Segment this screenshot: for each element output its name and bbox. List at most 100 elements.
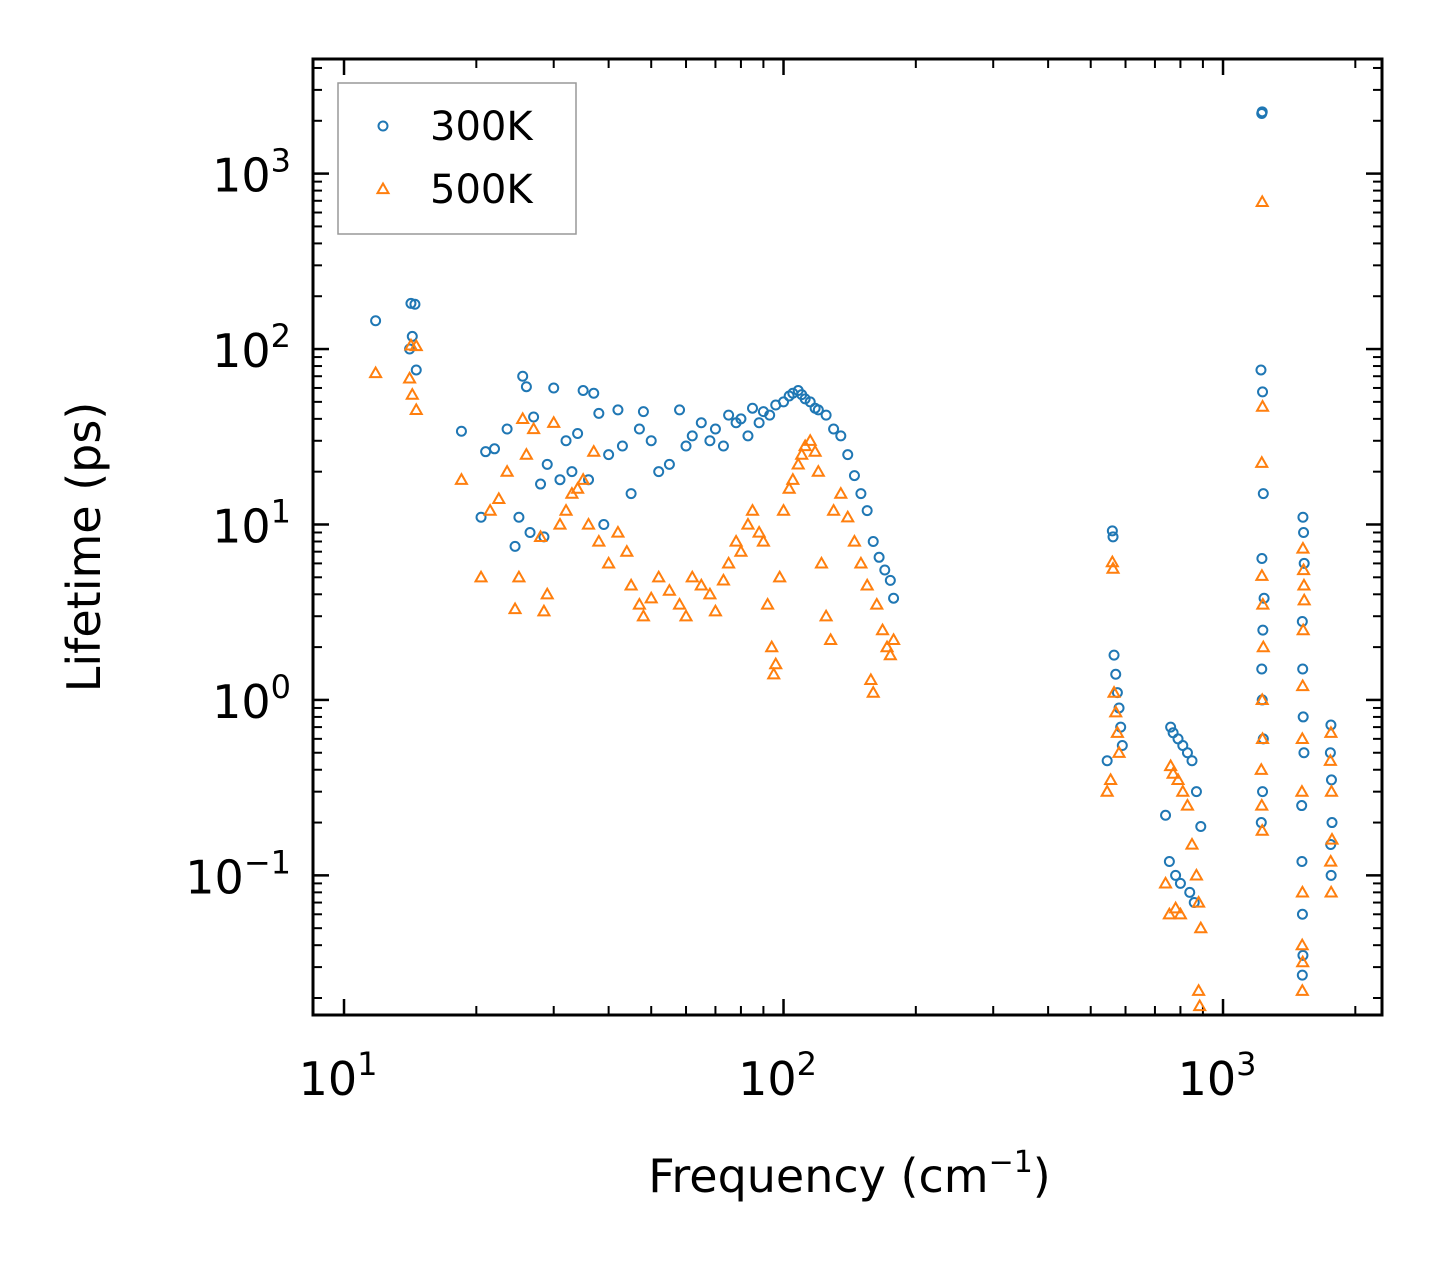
data-point <box>610 524 626 538</box>
data-point <box>1170 869 1182 881</box>
data-point <box>511 569 527 583</box>
data-point <box>533 529 548 542</box>
data-points-layer <box>368 106 1340 1012</box>
data-point <box>1254 762 1269 775</box>
data-point <box>591 533 607 547</box>
data-point <box>552 516 568 530</box>
data-point <box>702 586 718 600</box>
data-point <box>802 433 818 446</box>
data-point <box>528 411 540 423</box>
data-point <box>1257 488 1269 500</box>
data-point <box>402 370 417 384</box>
data-point <box>623 577 639 591</box>
legend-label: 300K <box>430 104 534 150</box>
data-point <box>1189 867 1204 881</box>
data-point <box>745 503 760 516</box>
data-point <box>1173 906 1188 920</box>
plot-frame <box>311 57 1384 1017</box>
data-point <box>888 592 900 604</box>
data-point <box>507 601 523 615</box>
legend-box <box>337 82 577 235</box>
data-point <box>694 577 709 591</box>
data-point <box>861 505 873 517</box>
data-point <box>685 569 700 583</box>
data-point <box>1108 649 1120 661</box>
data-point <box>723 409 735 421</box>
data-point <box>1099 784 1115 797</box>
data-point <box>742 430 754 442</box>
data-point <box>546 415 561 428</box>
data-point <box>480 446 492 458</box>
data-point <box>1254 798 1269 811</box>
data-point <box>728 533 744 547</box>
x-axis-label: Frequency (cm−1) <box>648 1145 1051 1203</box>
data-point <box>1110 668 1122 680</box>
data-point <box>482 503 498 516</box>
data-point <box>1106 525 1118 537</box>
data-point <box>501 423 513 435</box>
data-point <box>760 596 775 610</box>
data-point <box>651 569 666 583</box>
data-point <box>753 417 765 429</box>
data-point <box>1295 884 1310 898</box>
data-point <box>733 544 749 557</box>
data-point <box>1296 969 1308 981</box>
data-point <box>1255 692 1270 706</box>
data-point <box>509 540 521 552</box>
data-point <box>1324 784 1339 797</box>
data-point <box>406 330 418 342</box>
data-point <box>1297 711 1309 723</box>
x-tick-label: 101 <box>299 1045 378 1106</box>
data-point <box>721 555 736 569</box>
data-point <box>1255 194 1270 207</box>
data-point <box>1111 745 1127 758</box>
data-point <box>867 535 879 547</box>
data-point <box>515 411 530 424</box>
data-point <box>835 430 847 442</box>
data-point <box>566 466 578 478</box>
data-point <box>1255 731 1270 744</box>
data-point <box>1298 527 1310 539</box>
data-point <box>735 413 747 425</box>
data-point <box>1298 557 1310 569</box>
data-point <box>575 472 591 485</box>
data-point <box>1255 823 1270 836</box>
data-point <box>847 533 862 547</box>
series-500K <box>368 194 1340 1012</box>
data-point <box>1325 719 1337 731</box>
data-point <box>884 574 896 586</box>
data-point <box>766 666 781 680</box>
y-tick-label: 101 <box>212 492 291 553</box>
data-point <box>1193 920 1209 934</box>
data-point <box>616 440 628 452</box>
data-point <box>772 569 787 583</box>
data-point <box>619 544 635 557</box>
data-point <box>1195 820 1207 832</box>
data-point <box>812 404 824 416</box>
data-point <box>1296 800 1308 812</box>
data-point <box>716 572 731 586</box>
data-point <box>1298 747 1310 759</box>
data-point <box>455 425 467 437</box>
data-point <box>663 458 675 470</box>
data-point <box>776 503 791 516</box>
data-point <box>1296 592 1312 606</box>
data-point <box>879 564 891 576</box>
data-point <box>588 387 600 399</box>
data-point <box>828 423 840 435</box>
data-point <box>778 396 790 408</box>
data-point <box>1296 562 1311 576</box>
data-point <box>1160 809 1172 821</box>
data-point <box>751 524 767 538</box>
data-point <box>536 603 552 617</box>
data-point <box>818 608 834 622</box>
legend-marker-300K <box>377 120 389 132</box>
data-point <box>833 486 849 499</box>
data-point <box>558 503 574 516</box>
data-point <box>708 603 723 617</box>
data-point <box>1165 721 1177 733</box>
data-point <box>1180 798 1195 811</box>
data-point <box>823 632 838 645</box>
data-point <box>499 464 515 477</box>
data-point <box>1184 886 1196 898</box>
